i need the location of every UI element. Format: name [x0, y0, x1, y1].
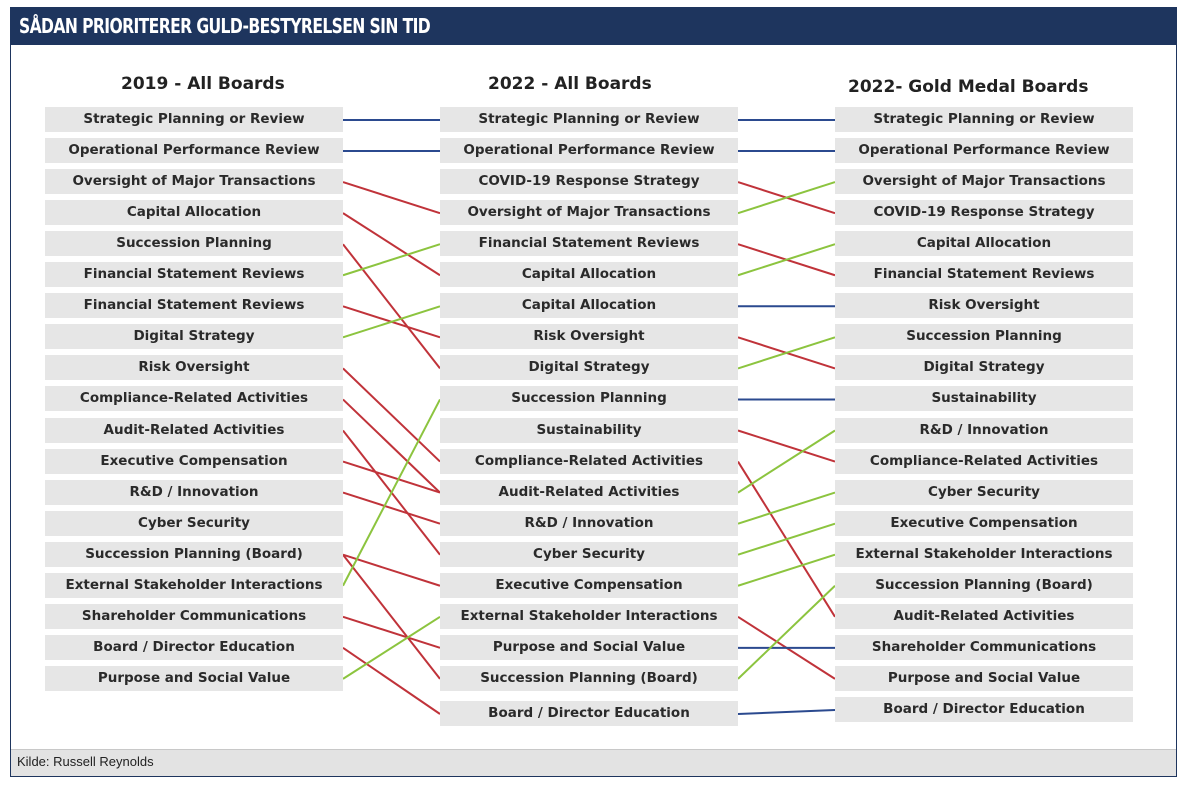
rank-box-col3-15: External Stakeholder Interactions [835, 541, 1133, 567]
rank-box-col3-18: Shareholder Communications [835, 634, 1133, 660]
rank-box-col2-2: Operational Performance Review [440, 138, 738, 164]
rank-box-col3-13: Cyber Security [835, 479, 1133, 505]
link-2-3-14 [737, 491, 836, 525]
rank-box-col3-14: Executive Compensation [835, 510, 1133, 536]
rank-box-col2-13: Audit-Related Activities [440, 479, 738, 505]
rank-box-col1-6: Financial Statement Reviews [45, 262, 343, 288]
rank-box-col3-6: Financial Statement Reviews [835, 262, 1133, 288]
link-1-2-13 [342, 491, 441, 525]
rank-box-col2-16: Executive Compensation [440, 572, 738, 598]
rank-box-col1-13: R&D / Innovation [45, 479, 343, 505]
rank-box-col2-8: Risk Oversight [440, 324, 738, 350]
rank-box-col2-9: Digital Strategy [440, 355, 738, 381]
rank-box-col3-16: Succession Planning (Board) [835, 572, 1133, 598]
rank-box-col1-12: Executive Compensation [45, 448, 343, 474]
rank-box-col1-14: Cyber Security [45, 510, 343, 536]
rank-box-col1-9: Risk Oversight [45, 355, 343, 381]
rank-box-col2-14: R&D / Innovation [440, 510, 738, 536]
link-2-3-11 [737, 429, 836, 463]
link-2-3-4 [737, 181, 836, 215]
source-text: Kilde: Russell Reynolds [17, 754, 154, 769]
link-2-3-15 [737, 522, 836, 556]
header-bar: SÅDAN PRIORITERER GULD-BESTYRELSEN SIN T… [11, 8, 1176, 45]
link-2-3-20 [737, 709, 836, 715]
link-1-2-8 [342, 305, 441, 339]
rank-box-col2-20: Board / Director Education [440, 701, 738, 726]
link-1-2-15 [342, 553, 441, 587]
rank-box-col2-6: Capital Allocation [440, 262, 738, 288]
rank-box-col2-5: Financial Statement Reviews [440, 231, 738, 257]
rank-box-col2-10: Succession Planning [440, 386, 738, 412]
rank-box-col2-7: Capital Allocation [440, 293, 738, 319]
link-2-3-13 [737, 429, 836, 494]
rank-box-col3-17: Audit-Related Activities [835, 603, 1133, 629]
rank-box-col1-3: Oversight of Major Transactions [45, 169, 343, 195]
rank-box-col3-20: Board / Director Education [835, 697, 1133, 722]
rank-box-col3-10: Sustainability [835, 386, 1133, 412]
rank-box-col1-8: Digital Strategy [45, 324, 343, 350]
rank-box-col3-11: R&D / Innovation [835, 417, 1133, 443]
source-footer: Kilde: Russell Reynolds [11, 749, 1176, 776]
rank-box-col2-19: Succession Planning (Board) [440, 665, 738, 691]
rank-box-col1-11: Audit-Related Activities [45, 417, 343, 443]
link-1-2-3 [342, 181, 441, 215]
link-1-2-10 [342, 398, 441, 494]
link-1-2-5 [342, 243, 441, 370]
link-2-3-9 [737, 336, 836, 370]
rank-box-col1-18: Board / Director Education [45, 634, 343, 660]
column-title-gold: 2022- Gold Medal Boards [848, 77, 1089, 97]
rank-box-col2-1: Strategic Planning or Review [440, 107, 738, 132]
rank-box-col3-4: COVID-19 Response Strategy [835, 200, 1133, 226]
rank-box-col1-17: Shareholder Communications [45, 603, 343, 629]
rank-box-col1-16: External Stakeholder Interactions [45, 572, 343, 598]
link-1-2-19 [342, 615, 441, 680]
link-1-2-18 [342, 647, 441, 715]
rank-box-col2-18: Purpose and Social Value [440, 634, 738, 660]
link-1-2-16 [342, 398, 441, 587]
rank-box-col3-3: Oversight of Major Transactions [835, 169, 1133, 195]
rank-box-col1-7: Financial Statement Reviews [45, 293, 343, 319]
link-1-2-6 [342, 243, 441, 277]
rank-box-col1-10: Compliance-Related Activities [45, 386, 343, 412]
rank-box-col1-4: Capital Allocation [45, 200, 343, 226]
link-2-3-16 [737, 553, 836, 587]
rank-box-col1-2: Operational Performance Review [45, 138, 343, 164]
rank-box-col2-4: Oversight of Major Transactions [440, 200, 738, 226]
link-1-2-14 [342, 554, 441, 680]
link-1-2-12 [342, 460, 441, 494]
rank-box-col3-7: Risk Oversight [835, 293, 1133, 319]
rank-box-col3-5: Capital Allocation [835, 231, 1133, 257]
rank-box-col2-12: Compliance-Related Activities [440, 448, 738, 474]
rank-box-col2-11: Sustainability [440, 417, 738, 443]
rank-box-col3-1: Strategic Planning or Review [835, 107, 1133, 132]
rank-box-col1-15: Succession Planning (Board) [45, 541, 343, 567]
rank-box-col1-19: Purpose and Social Value [45, 665, 343, 691]
rank-box-col3-12: Compliance-Related Activities [835, 448, 1133, 474]
rank-box-col1-1: Strategic Planning or Review [45, 107, 343, 132]
link-1-2-9 [342, 367, 441, 463]
rank-box-col1-5: Succession Planning [45, 231, 343, 257]
link-1-2-17 [342, 615, 441, 649]
rank-box-col2-3: COVID-19 Response Strategy [440, 169, 738, 195]
rank-box-col2-17: External Stakeholder Interactions [440, 603, 738, 629]
link-1-2-4 [342, 212, 441, 277]
column-title-2022: 2022 - All Boards [488, 74, 652, 94]
rank-box-col3-8: Succession Planning [835, 324, 1133, 350]
rank-box-col2-15: Cyber Security [440, 541, 738, 567]
page-title: SÅDAN PRIORITERER GULD-BESTYRELSEN SIN T… [19, 14, 431, 38]
column-title-2019: 2019 - All Boards [121, 74, 285, 94]
rank-box-col3-9: Digital Strategy [835, 355, 1133, 381]
link-2-3-6 [737, 243, 836, 277]
rank-box-col3-2: Operational Performance Review [835, 138, 1133, 164]
link-2-3-19 [737, 585, 836, 680]
rank-box-col3-19: Purpose and Social Value [835, 665, 1133, 691]
